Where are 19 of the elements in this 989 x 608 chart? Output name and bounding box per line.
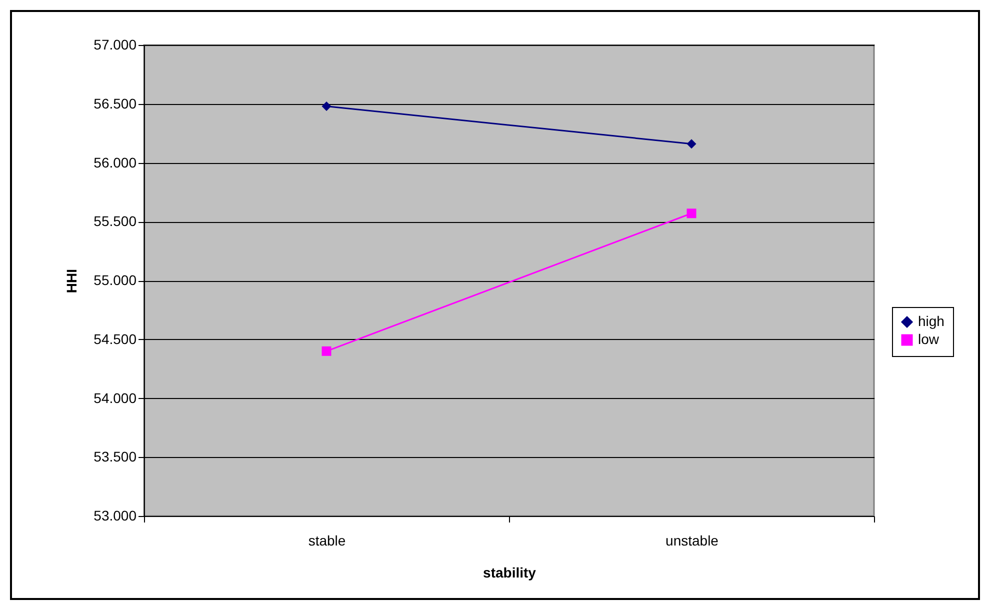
- point: [322, 346, 332, 356]
- point: [686, 139, 696, 149]
- y-tick-label: 53.500: [94, 448, 137, 465]
- x-tick-label: stable: [308, 532, 346, 548]
- point: [322, 101, 332, 111]
- x-axis-title: stability: [483, 564, 536, 580]
- x-tick-label: unstable: [666, 532, 719, 548]
- y-tick-label: 53.000: [94, 508, 137, 524]
- y-tick-label: 54.000: [94, 390, 137, 406]
- point: [686, 208, 696, 218]
- y-tick-label: 56.000: [94, 154, 137, 170]
- y-tick-label: 57.000: [94, 36, 137, 52]
- legend-label: high: [918, 313, 944, 329]
- y-tick-label: 56.500: [94, 95, 137, 112]
- y-tick-label: 54.500: [94, 330, 137, 347]
- y-tick-label: 55.000: [94, 272, 137, 288]
- y-axis-title: HHI: [64, 268, 80, 294]
- legend-label: low: [918, 331, 940, 347]
- y-tick-label: 55.500: [94, 213, 137, 230]
